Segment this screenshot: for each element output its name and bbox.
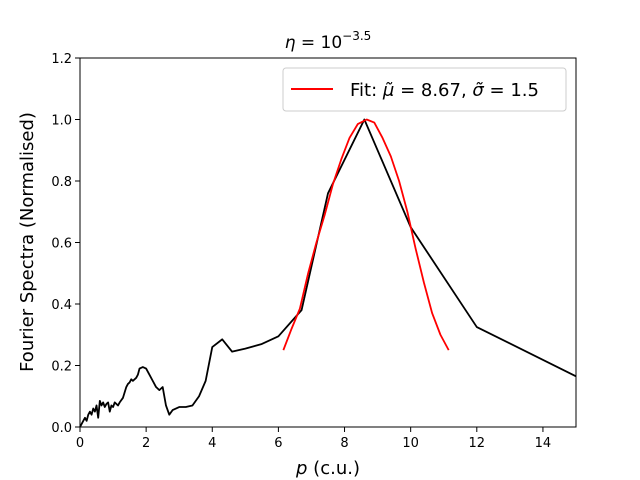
x-tick-label: 14	[535, 436, 552, 451]
y-tick-label: 0.0	[51, 421, 72, 436]
x-tick-label: 0	[76, 436, 84, 451]
series-line-spectrum	[79, 118, 577, 428]
y-axis-label: Fourier Spectra (Normalised)	[17, 112, 38, 372]
y-tick-label: 0.6	[51, 237, 72, 252]
y-tick-label: 1.0	[51, 114, 72, 129]
x-tick-label: 2	[142, 436, 150, 451]
legend-box	[282, 67, 567, 112]
y-axis: 0.0 0.2 0.4 0.6 0.8 1.0 1.2	[51, 52, 80, 436]
legend: Fit: μ̃ = 8.67, σ̃ = 1.5	[282, 67, 567, 112]
y-tick-label: 0.2	[51, 360, 72, 375]
x-tick-label: 10	[402, 436, 419, 451]
y-tick-label: 1.2	[51, 52, 72, 67]
x-axis: 0 2 4 6 8 10 12 14	[76, 427, 551, 451]
chart-title: η = 10−3.5	[285, 29, 372, 53]
x-tick-label: 6	[274, 436, 282, 451]
x-axis-label: p (c.u.)	[295, 458, 360, 479]
x-tick-label: 12	[469, 436, 486, 451]
y-tick-label: 0.4	[51, 298, 72, 313]
y-tick-label: 0.8	[51, 175, 72, 190]
series-layer	[79, 118, 577, 428]
x-tick-label: 4	[208, 436, 216, 451]
series-line-fit	[282, 118, 450, 351]
x-tick-label: 8	[340, 436, 348, 451]
legend-fit-label: Fit: μ̃ = 8.67, σ̃ = 1.5	[350, 80, 539, 101]
